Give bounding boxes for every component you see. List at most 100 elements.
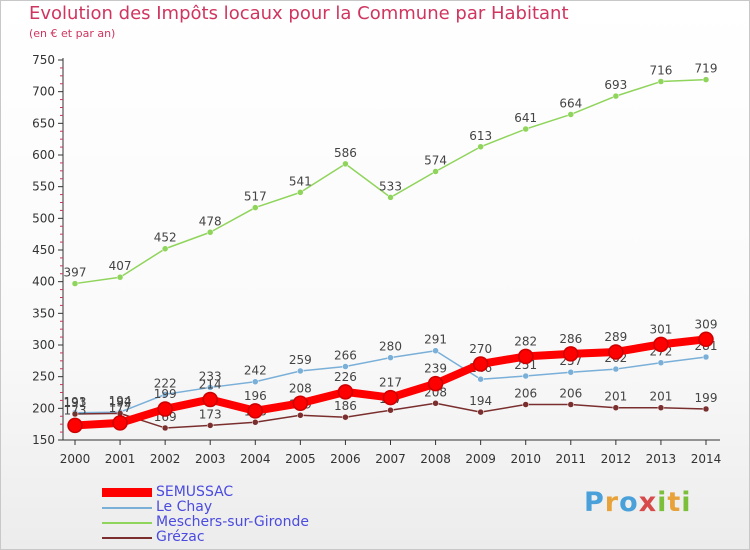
chart-title: Evolution des Impôts locaux pour la Comm…: [29, 3, 569, 24]
data-label-semussac: 282: [514, 334, 537, 348]
legend-label: Grézac: [156, 529, 205, 545]
y-tick-label: 150: [32, 433, 55, 447]
data-point-le-chay: [522, 372, 529, 380]
data-label-le-chay: 266: [334, 349, 357, 363]
y-tick-label: 600: [32, 148, 55, 162]
data-point-meschers-sur-gironde: [432, 168, 439, 175]
data-label-meschers-sur-gironde: 478: [199, 214, 222, 228]
data-point-meschers-sur-gironde: [297, 189, 304, 196]
data-point-le-chay: [252, 378, 259, 385]
x-tick-label: 2011: [556, 452, 587, 466]
data-point-meschers-sur-gironde: [252, 204, 259, 211]
data-label-semussac: 173: [64, 403, 87, 417]
legend-label: SEMUSSAC: [156, 484, 234, 500]
data-label-meschers-sur-gironde: 397: [64, 266, 87, 280]
data-point-semussac: [653, 336, 669, 353]
data-label-le-chay: 222: [154, 376, 177, 390]
data-label-semussac: 286: [559, 332, 582, 346]
data-label-semussac: 177: [109, 401, 132, 415]
data-point-le-chay: [432, 347, 439, 354]
data-label-le-chay: 280: [379, 340, 402, 354]
data-point-semussac: [157, 401, 173, 417]
data-point-meschers-sur-gironde: [477, 143, 484, 151]
data-label-grezac: 186: [334, 399, 357, 413]
y-tick-label: 650: [32, 116, 55, 130]
data-point-semussac: [292, 395, 309, 412]
x-tick-label: 2000: [60, 452, 91, 466]
data-label-grezac: 201: [649, 390, 672, 404]
data-label-le-chay: 194: [109, 394, 132, 408]
y-tick-label: 700: [32, 85, 55, 99]
data-point-grezac: [297, 412, 304, 419]
data-label-semussac: 270: [469, 342, 492, 356]
data-point-semussac: [517, 348, 534, 365]
data-point-meschers-sur-gironde: [161, 245, 169, 252]
data-point-meschers-sur-gironde: [567, 111, 575, 118]
chart-subtitle: (en € et par an): [29, 27, 116, 40]
data-point-grezac: [161, 424, 169, 432]
x-tick-label: 2001: [105, 452, 136, 466]
data-label-meschers-sur-gironde: 452: [154, 231, 177, 245]
data-point-grezac: [342, 413, 349, 421]
data-label-meschers-sur-gironde: 574: [424, 153, 447, 167]
legend-swatch-semussac: [102, 488, 152, 497]
data-point-le-chay: [387, 354, 394, 361]
data-label-grezac: 206: [559, 387, 582, 401]
legend-swatch-le-chay: [102, 507, 152, 509]
data-point-semussac: [608, 344, 624, 360]
data-label-meschers-sur-gironde: 716: [649, 64, 672, 78]
data-label-le-chay: 193: [64, 395, 87, 409]
data-label-semussac: 226: [334, 370, 357, 384]
data-label-le-chay: 259: [289, 353, 312, 367]
data-label-meschers-sur-gironde: 533: [379, 179, 402, 193]
data-point-meschers-sur-gironde: [702, 76, 710, 83]
data-label-grezac: 199: [695, 391, 718, 405]
x-tick-label: 2006: [330, 452, 361, 466]
data-label-le-chay: 233: [199, 369, 222, 383]
data-label-grezac: 206: [514, 387, 537, 401]
data-label-semussac: 301: [649, 322, 672, 336]
data-label-grezac: 201: [604, 390, 627, 404]
data-point-grezac: [432, 400, 439, 407]
y-tick-label: 250: [32, 370, 55, 384]
y-tick-label: 300: [32, 338, 55, 352]
data-point-le-chay: [567, 368, 575, 376]
data-label-semussac: 217: [379, 376, 402, 390]
data-label-meschers-sur-gironde: 641: [514, 111, 537, 125]
data-point-meschers-sur-gironde: [387, 194, 394, 201]
legend-swatch-grezac: [102, 537, 152, 539]
data-point-semussac: [337, 384, 354, 400]
x-tick-label: 2014: [691, 452, 722, 466]
y-tick-label: 200: [32, 401, 55, 415]
x-tick-label: 2003: [195, 452, 226, 466]
data-point-semussac: [427, 375, 444, 392]
data-label-semussac: 309: [695, 317, 718, 331]
y-tick-label: 550: [32, 180, 55, 194]
data-point-meschers-sur-gironde: [612, 92, 620, 100]
x-tick-label: 2005: [285, 452, 316, 466]
y-tick-label: 500: [32, 211, 55, 225]
data-label-meschers-sur-gironde: 586: [334, 146, 357, 160]
data-point-semussac: [67, 417, 83, 434]
data-point-semussac: [247, 403, 264, 419]
data-label-meschers-sur-gironde: 664: [559, 96, 582, 110]
data-label-semussac: 208: [289, 381, 312, 395]
data-point-semussac: [202, 391, 218, 408]
data-point-le-chay: [477, 375, 484, 383]
data-point-grezac: [71, 410, 79, 418]
data-label-semussac: 214: [199, 377, 222, 391]
data-point-le-chay: [702, 353, 710, 361]
data-point-semussac: [382, 389, 399, 406]
data-point-meschers-sur-gironde: [657, 78, 665, 85]
data-label-meschers-sur-gironde: 541: [289, 174, 312, 188]
data-label-semussac: 196: [244, 389, 267, 403]
data-point-le-chay: [161, 391, 169, 398]
data-label-meschers-sur-gironde: 719: [695, 62, 718, 76]
data-point-grezac: [567, 401, 575, 408]
x-tick-label: 2009: [465, 452, 496, 466]
x-tick-label: 2013: [646, 452, 677, 466]
data-label-grezac: 191: [64, 396, 87, 410]
data-point-grezac: [477, 408, 484, 416]
data-point-semussac: [112, 415, 128, 431]
legend-label: Meschers-sur-Gironde: [156, 514, 309, 530]
